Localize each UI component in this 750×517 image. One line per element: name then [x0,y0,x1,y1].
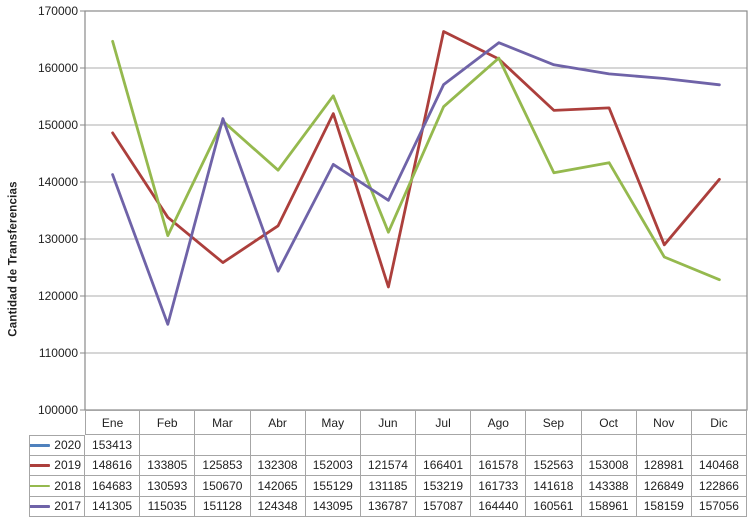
value-cell: 131185 [360,476,416,497]
data-table: Ene Feb Mar Abr May Jun Jul Ago Sep Oct Nov Dic 2020… [29,410,747,517]
value-cell: 158961 [581,496,637,517]
legend-cell-2017: 2017 [29,496,85,517]
value-cell: 152003 [305,455,361,476]
month-header-cell: Jun [360,410,416,435]
value-cell: 152563 [526,455,582,476]
value-cell [416,435,472,456]
legend-key-icon [30,484,51,487]
value-cell: 161733 [471,476,527,497]
month-header-cell: Ene [85,410,141,435]
value-cell [360,435,416,456]
month-header-cell: Nov [636,410,692,435]
month-header-cell: Oct [581,410,637,435]
value-cell: 150670 [195,476,251,497]
value-cell [195,435,251,456]
y-axis-title-text: Cantidad de Transferencias [8,180,21,337]
value-cell [636,435,692,456]
y-axis-tick-label: 140000 [37,175,78,189]
value-cell [691,435,747,456]
value-cell: 140468 [691,455,747,476]
value-cell [305,435,361,456]
legend-key-icon [30,463,51,467]
value-cell: 157056 [691,496,747,517]
series-year-label: 2020 [54,438,81,453]
series-line-2017 [111,41,721,326]
plot-border [84,10,748,411]
value-cell: 153413 [85,435,141,456]
value-cell: 143388 [581,476,637,497]
value-cell: 124348 [250,496,306,517]
value-cell: 166401 [416,455,472,476]
legend-cell-2020: 2020 [29,435,85,456]
y-axis-tick-label: 150000 [37,118,78,132]
legend-key-icon [30,443,51,447]
series-line-2019 [111,30,721,289]
value-cell: 164683 [85,476,141,497]
value-cell: 141305 [85,496,141,517]
value-cell: 155129 [305,476,361,497]
value-cell: 126849 [636,476,692,497]
y-axis-tick-label: 120000 [37,289,78,303]
month-header-cell: Ago [471,410,527,435]
value-cell: 133805 [140,455,196,476]
value-cell: 132308 [250,455,306,476]
value-cell [581,435,637,456]
plot-area [80,10,748,411]
value-cell: 158159 [636,496,692,517]
value-cell: 157087 [416,496,472,517]
value-cell: 128981 [636,455,692,476]
value-cell: 153008 [581,455,637,476]
table-corner [29,410,85,435]
y-axis-tick-label: 170000 [37,4,78,18]
value-cell: 130593 [140,476,196,497]
y-axis-title: Cantidad de Transferencias [0,0,28,517]
month-header-cell: Abr [250,410,306,435]
value-cell [526,435,582,456]
value-cell [471,435,527,456]
month-header-cell: Jul [416,410,472,435]
value-cell: 160561 [526,496,582,517]
y-axis-tick-label: 100000 [37,403,78,417]
month-header-cell: Sep [526,410,582,435]
y-axis-tick-label: 160000 [37,61,78,75]
y-axis-tick-label: 110000 [38,346,78,360]
value-cell: 164440 [471,496,527,517]
value-cell: 136787 [360,496,416,517]
value-cell: 125853 [195,455,251,476]
value-cell: 121574 [360,455,416,476]
month-header-cell: Mar [195,410,251,435]
series-year-label: 2017 [54,499,81,514]
legend-cell-2019: 2019 [29,455,85,476]
value-cell: 151128 [195,496,251,517]
value-cell: 148616 [85,455,141,476]
value-cell: 153219 [416,476,472,497]
legend-cell-2018: 2018 [29,476,85,497]
value-cell: 142065 [250,476,306,497]
value-cell: 122866 [691,476,747,497]
value-cell: 115035 [140,496,196,517]
value-cell: 141618 [526,476,582,497]
series-year-label: 2019 [54,458,81,473]
month-header-cell: Feb [140,410,196,435]
month-header-cell: Dic [691,410,747,435]
y-axis-tick-label: 130000 [37,232,78,246]
value-cell [250,435,306,456]
value-cell: 143095 [305,496,361,517]
series-line-2018 [111,39,721,282]
month-header-cell: May [305,410,361,435]
series-year-label: 2018 [54,478,81,493]
value-cell [140,435,196,456]
value-cell: 161578 [471,455,527,476]
legend-key-icon [30,504,51,508]
